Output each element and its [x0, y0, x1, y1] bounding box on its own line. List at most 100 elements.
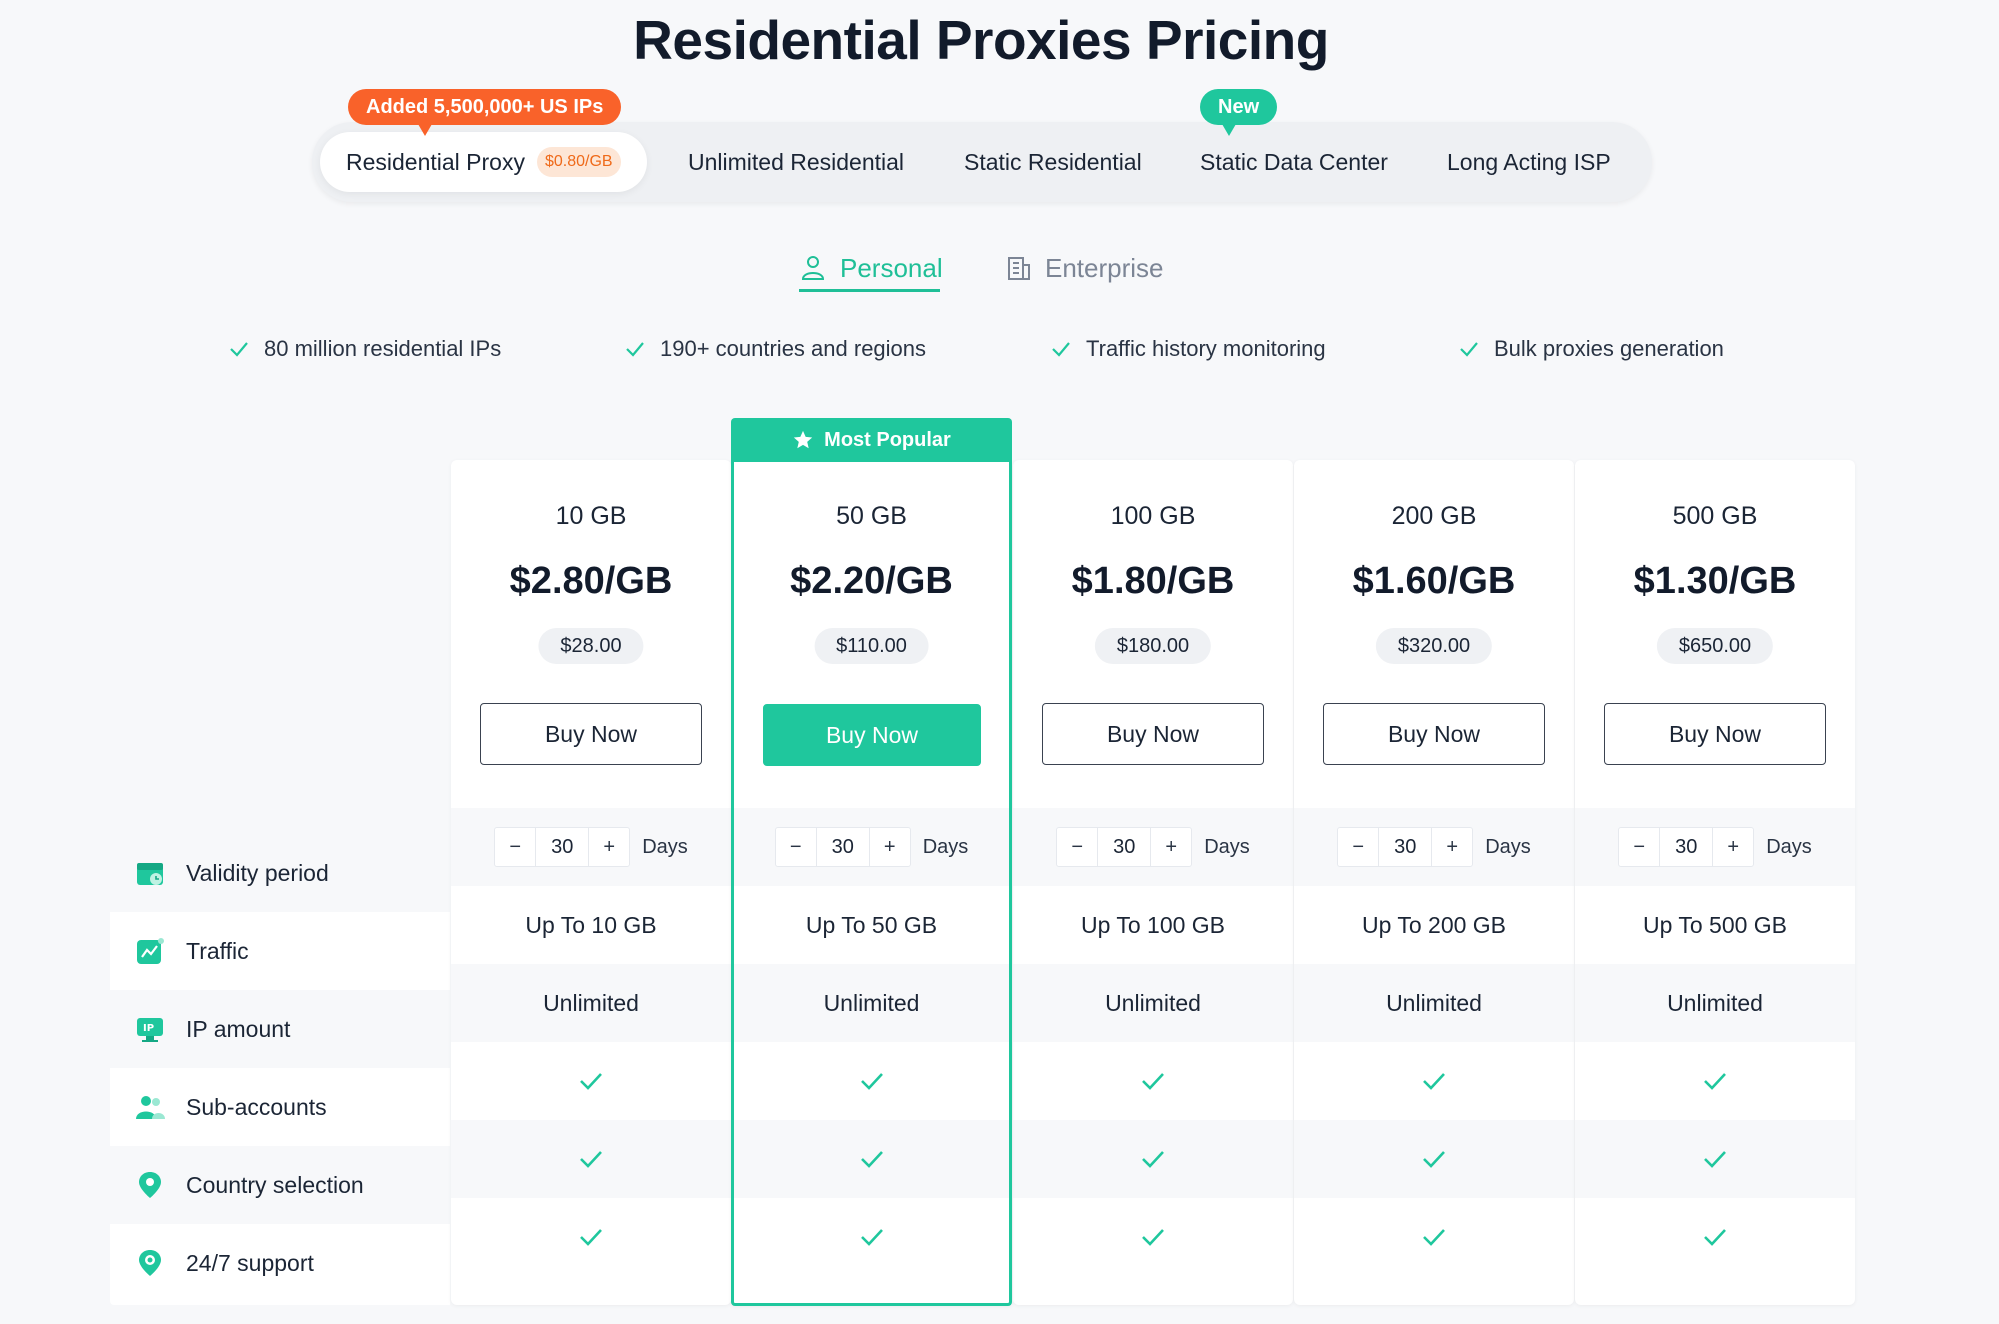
traffic-value: Up To 500 GB	[1642, 911, 1788, 938]
decrement-button[interactable]: −	[1071, 835, 1084, 858]
support-icon	[139, 1250, 161, 1276]
ip-amount-value: Unlimited	[1105, 989, 1201, 1016]
plan-size: 100 GB	[1110, 502, 1196, 530]
decrement-button[interactable]: −	[509, 835, 522, 858]
traffic-cell: Up To 10 GB	[451, 886, 731, 964]
location-pin-icon	[139, 1172, 161, 1198]
traffic-value: Up To 200 GB	[1361, 911, 1507, 938]
sub-accounts-cell	[1294, 1042, 1574, 1120]
ip-amount-value: Unlimited	[823, 989, 920, 1016]
plan-card-200gb: 200 GB $1.60/GB $320.00 Buy Now − 30 + D…	[1294, 460, 1574, 1305]
days-input[interactable]: 30	[1659, 828, 1714, 866]
ip-amount-value: Unlimited	[1667, 989, 1763, 1016]
decrement-button[interactable]: −	[789, 835, 802, 858]
tab-static-data-center[interactable]: Static Data Center	[1200, 149, 1388, 175]
plan-card-500gb: 500 GB $1.30/GB $650.00 Buy Now − 30 + D…	[1575, 460, 1855, 1305]
plan-card-50gb: 50 GB $2.20/GB $110.00 Buy Now − 30 + Da…	[731, 460, 1012, 1306]
country-selection-cell	[734, 1120, 1009, 1198]
building-icon	[1008, 257, 1030, 280]
buy-now-button[interactable]: Buy Now	[1323, 703, 1545, 765]
country-selection-cell	[451, 1120, 731, 1198]
increment-button[interactable]: +	[883, 835, 896, 858]
tab-residential-proxy[interactable]: Residential Proxy $0.80/GB	[320, 132, 647, 192]
days-input[interactable]: 30	[535, 828, 590, 866]
tab-long-acting-isp[interactable]: Long Acting ISP	[1447, 149, 1611, 175]
plan-total: $28.00	[538, 628, 644, 664]
tab-static-residential[interactable]: Static Residential	[964, 149, 1142, 175]
product-tabs: Residential Proxy $0.80/GB Unlimited Resi…	[312, 122, 1652, 202]
check-icon	[1423, 1073, 1445, 1090]
ip-amount-cell: Unlimited	[1575, 964, 1855, 1042]
increment-button[interactable]: +	[603, 835, 616, 858]
check-icon	[1142, 1229, 1164, 1246]
buy-now-button[interactable]: Buy Now	[1042, 703, 1264, 765]
price-chip: $0.80/GB	[536, 146, 621, 177]
plan-price-per-gb: $2.20/GB	[790, 560, 953, 602]
check-icon	[580, 1151, 602, 1168]
plan-card-100gb: 100 GB $1.80/GB $180.00 Buy Now − 30 + D…	[1013, 460, 1293, 1305]
feature-item: Traffic history monitoring	[1050, 334, 1326, 364]
decrement-button[interactable]: −	[1633, 835, 1646, 858]
buy-now-button[interactable]: Buy Now	[480, 703, 702, 765]
increment-button[interactable]: +	[1727, 835, 1740, 858]
label-text: Country selection	[186, 1171, 364, 1198]
country-selection-cell	[1013, 1120, 1293, 1198]
check-icon	[1142, 1151, 1164, 1168]
us-ips-badge: Added 5,500,000+ US IPs	[348, 89, 622, 136]
feature-text: Traffic history monitoring	[1086, 336, 1326, 361]
sub-accounts-cell	[451, 1042, 731, 1120]
svg-text:IP: IP	[143, 1023, 154, 1034]
traffic-cell: Up To 500 GB	[1575, 886, 1855, 964]
check-icon	[1423, 1151, 1445, 1168]
plan-total: $180.00	[1094, 628, 1212, 664]
buy-now-button[interactable]: Buy Now	[1604, 703, 1826, 765]
label-text: Validity period	[186, 859, 329, 886]
segment-personal[interactable]: Personal	[798, 246, 943, 290]
tab-unlimited-residential[interactable]: Unlimited Residential	[688, 149, 905, 175]
feature-item: 190+ countries and regions	[624, 334, 926, 364]
person-icon	[801, 256, 825, 280]
segment-underline	[799, 289, 940, 292]
support-cell	[734, 1198, 1009, 1276]
decrement-button[interactable]: −	[1352, 835, 1365, 858]
increment-button[interactable]: +	[1446, 835, 1459, 858]
label-traffic: Traffic	[110, 912, 450, 990]
traffic-cell: Up To 100 GB	[1013, 886, 1293, 964]
check-icon	[860, 1151, 883, 1168]
segment-enterprise[interactable]: Enterprise	[1003, 246, 1164, 290]
calendar-icon	[137, 863, 163, 885]
feature-text: 190+ countries and regions	[660, 336, 927, 361]
check-icon	[1460, 342, 1478, 357]
days-input[interactable]: 30	[1097, 828, 1152, 866]
ip-amount-cell: Unlimited	[1294, 964, 1574, 1042]
validity-cell: − 30 + Days	[734, 808, 1009, 886]
label-support: 24/7 support	[110, 1224, 450, 1302]
ip-amount-cell: Unlimited	[1013, 964, 1293, 1042]
feature-text: Bulk proxies generation	[1494, 336, 1724, 361]
validity-cell: − 30 + Days	[451, 808, 731, 886]
check-icon	[1052, 342, 1070, 357]
days-input[interactable]: 30	[815, 828, 870, 866]
buy-now-button[interactable]: Buy Now	[763, 704, 981, 766]
page-title: Residential Proxies Pricing	[633, 9, 1329, 71]
traffic-value: Up To 100 GB	[1080, 911, 1226, 938]
ip-amount-value: Unlimited	[543, 989, 639, 1016]
check-icon	[580, 1229, 602, 1246]
increment-button[interactable]: +	[1165, 835, 1178, 858]
segment-personal-label: Personal	[840, 252, 943, 283]
check-icon	[1704, 1151, 1726, 1168]
plan-size: 50 GB	[836, 502, 907, 530]
country-selection-cell	[1575, 1120, 1855, 1198]
plan-total: $320.00	[1375, 628, 1493, 664]
check-icon	[860, 1229, 883, 1246]
most-popular-banner: Most Popular	[731, 418, 1012, 462]
label-text: Sub-accounts	[186, 1093, 327, 1120]
days-unit: Days	[642, 835, 688, 858]
days-input[interactable]: 30	[1378, 828, 1433, 866]
country-selection-cell	[1294, 1120, 1574, 1198]
check-icon	[1704, 1229, 1726, 1246]
days-stepper: − 30 + Days	[494, 827, 688, 867]
validity-cell: − 30 + Days	[1575, 808, 1855, 886]
plan-card-10gb: 10 GB $2.80/GB $28.00 Buy Now − 30 + Day…	[451, 460, 731, 1305]
check-icon	[626, 342, 644, 357]
